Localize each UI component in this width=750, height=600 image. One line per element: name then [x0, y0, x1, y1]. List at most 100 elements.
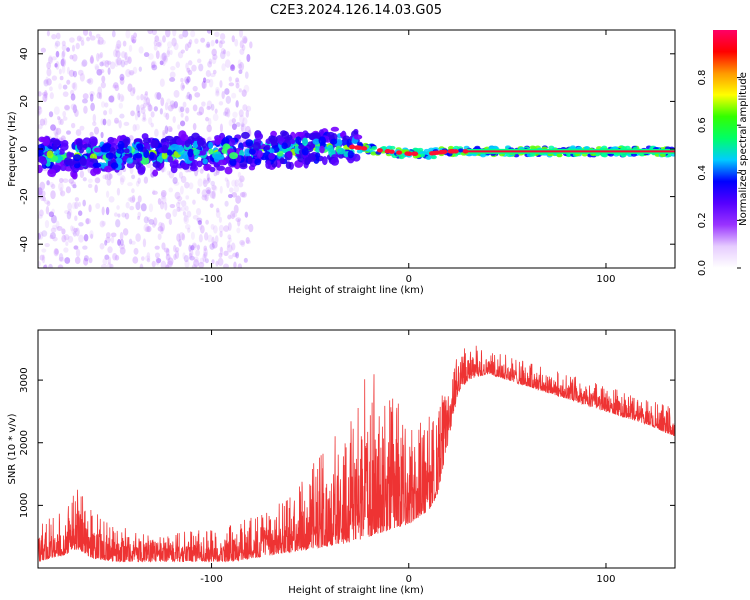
spectrogram-point — [201, 140, 207, 149]
spectrogram-speckle — [44, 219, 50, 229]
spectrogram-speckle — [87, 77, 94, 85]
spectrogram-point — [302, 137, 309, 147]
spectrogram-speckle — [127, 83, 133, 92]
spectrogram-speckle — [194, 38, 199, 44]
spectrogram-speckle — [62, 91, 69, 97]
spectrogram-point — [160, 137, 170, 144]
spectrogram-speckle — [115, 219, 121, 228]
spectrogram-speckle — [167, 126, 173, 133]
spectrogram-speckle — [180, 206, 186, 212]
spectrogram-speckle — [109, 61, 116, 70]
spectrogram-ridge-point — [356, 149, 363, 154]
spectrogram-point — [244, 148, 251, 158]
spectrogram-speckle — [167, 260, 173, 268]
spectrogram-y-tick-label: 40 — [19, 47, 30, 60]
spectrogram-speckle — [175, 61, 180, 69]
spectrogram-y-ticks: -40 -20 0 20 40 — [19, 47, 675, 252]
spectrogram-speckle — [238, 69, 243, 74]
spectrogram-speckle — [44, 93, 48, 98]
spectrogram-speckle — [177, 199, 182, 205]
spectrogram-speckle — [182, 101, 187, 108]
spectrogram-speckle — [80, 40, 85, 46]
spectrogram-speckle — [225, 111, 229, 117]
spectrogram-speckle — [210, 223, 215, 230]
spectrogram-speckle — [214, 235, 219, 244]
spectrogram-speckle — [120, 95, 125, 102]
spectrogram-speckle — [206, 124, 212, 133]
spectrogram-speckle — [161, 52, 167, 62]
spectrogram-speckle — [205, 186, 212, 194]
spectrogram-speckle — [98, 92, 103, 100]
spectrogram-speckle — [147, 53, 154, 60]
spectrogram-y-tick-label: -40 — [19, 236, 30, 252]
spectrogram-speckle — [49, 86, 53, 92]
spectrogram-speckle — [67, 209, 73, 216]
spectrogram-speckle — [243, 257, 248, 263]
spectrogram-speckle — [55, 127, 62, 135]
spectrogram-point — [180, 133, 189, 142]
spectrogram-point — [137, 143, 144, 152]
spectrogram-speckle — [154, 245, 160, 250]
spectrogram-speckle — [222, 111, 227, 116]
spectrogram-speckle — [164, 102, 169, 111]
spectrogram-speckle — [77, 69, 84, 76]
spectrogram-speckle — [43, 90, 48, 99]
colorbar-ticks: 0.0 0.2 0.4 0.6 0.8 — [697, 70, 741, 276]
spectrogram-speckle — [54, 63, 58, 68]
spectrogram-speckle — [144, 91, 148, 96]
spectrogram-speckle — [167, 257, 174, 266]
spectrogram-speckle — [89, 56, 95, 65]
spectrogram-speckle — [42, 93, 48, 103]
spectrogram-point — [312, 132, 321, 140]
spectrogram-speckle — [202, 253, 206, 263]
spectrogram-speckle — [123, 121, 130, 126]
spectrogram-speckle — [38, 231, 44, 240]
spectrogram-speckle — [240, 123, 244, 132]
spectrogram-speckle — [241, 35, 248, 44]
spectrogram-speckle — [128, 69, 135, 76]
spectrogram-speckle — [71, 202, 77, 210]
spectrogram-speckle — [73, 231, 77, 237]
spectrogram-speckle — [166, 50, 171, 58]
spectrogram-speckle — [157, 197, 162, 205]
spectrogram-speckle — [106, 262, 112, 268]
spectrogram-speckle — [94, 177, 101, 184]
spectrogram-speckle — [62, 84, 68, 90]
spectrogram-speckle — [133, 247, 139, 255]
spectrogram-speckle — [176, 233, 181, 242]
spectrogram-speckle — [176, 196, 183, 202]
spectrogram-speckle — [215, 89, 220, 96]
spectrogram-speckle — [82, 177, 87, 182]
spectrogram-point — [337, 147, 346, 155]
spectrogram-speckle — [232, 252, 238, 258]
spectrogram-speckle — [208, 78, 214, 88]
spectrogram-speckle — [119, 238, 124, 247]
spectrogram-speckle — [246, 105, 252, 112]
snr-frame — [37, 329, 676, 569]
spectrogram-speckle — [185, 95, 190, 100]
spectrogram-speckle — [96, 92, 101, 99]
spectrogram-speckle — [198, 234, 203, 243]
spectrogram-point — [105, 152, 114, 159]
spectrogram-speckle — [141, 256, 145, 261]
spectrogram-speckle — [200, 37, 206, 43]
spectrogram-speckle — [187, 227, 191, 233]
spectrogram-speckle — [38, 187, 43, 196]
spectrogram-point — [214, 137, 222, 145]
spectrogram-speckle — [44, 243, 50, 248]
spectrogram-speckle — [143, 223, 150, 232]
spectrogram-speckle — [83, 255, 89, 262]
snr-line — [38, 345, 675, 563]
spectrogram-point — [315, 152, 321, 159]
spectrogram-speckle — [212, 185, 218, 192]
spectrogram-speckle — [169, 49, 173, 56]
spectrogram-speckle — [165, 264, 170, 268]
spectrogram-speckle — [185, 78, 190, 85]
spectrogram-speckle — [245, 125, 251, 134]
spectrogram-speckle — [114, 58, 119, 68]
spectrogram-speckle — [82, 98, 88, 104]
spectrogram-speckle — [124, 60, 129, 66]
spectrogram-speckle — [154, 35, 160, 43]
spectrogram-speckle — [184, 223, 191, 230]
spectrogram-speckle — [245, 109, 250, 118]
